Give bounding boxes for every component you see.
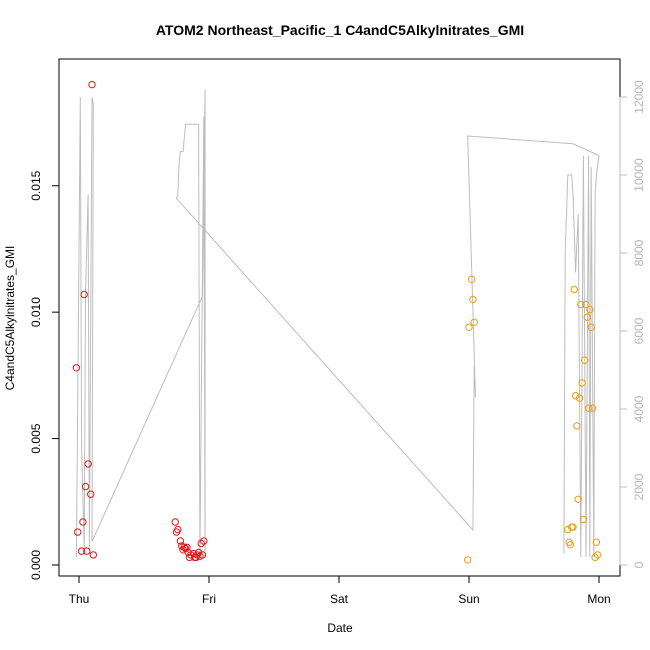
data-point bbox=[469, 295, 477, 304]
y-axis-left: 0.000 0.005 0.010 0.015 bbox=[29, 170, 60, 580]
x-axis: Thu Fri Sat Sun Mon bbox=[69, 575, 611, 606]
y-tick-label: 0.005 bbox=[29, 423, 43, 453]
y2-tick-label: 10000 bbox=[632, 158, 646, 192]
x-tick-label: Sun bbox=[458, 592, 479, 606]
data-point bbox=[180, 543, 189, 551]
data-point bbox=[77, 547, 86, 555]
data-point bbox=[74, 528, 82, 536]
data-point bbox=[470, 318, 478, 326]
data-point bbox=[198, 551, 207, 559]
data-point bbox=[588, 404, 597, 412]
scatter-points bbox=[72, 80, 602, 564]
data-point bbox=[591, 553, 599, 562]
data-point bbox=[586, 305, 594, 314]
data-point bbox=[176, 537, 185, 545]
y2-tick-label: 2000 bbox=[632, 473, 646, 500]
x-tick-label: Sat bbox=[330, 592, 349, 606]
data-point bbox=[571, 391, 580, 400]
y2-tick-label: 12000 bbox=[632, 80, 646, 114]
data-point bbox=[189, 549, 198, 558]
data-point bbox=[594, 551, 602, 559]
data-point bbox=[81, 482, 90, 491]
data-point bbox=[574, 495, 582, 503]
y2-tick-label: 6000 bbox=[632, 317, 646, 344]
data-point bbox=[197, 539, 205, 548]
data-point bbox=[194, 548, 203, 557]
y2-tick-label: 8000 bbox=[632, 239, 646, 266]
y2-tick-label: 0 bbox=[632, 561, 646, 568]
data-point bbox=[87, 490, 95, 498]
data-point bbox=[171, 518, 179, 526]
y-tick-label: 0.000 bbox=[29, 550, 43, 580]
y-tick-label: 0.015 bbox=[29, 170, 43, 200]
data-point bbox=[569, 523, 577, 531]
data-point bbox=[200, 537, 208, 545]
data-point bbox=[88, 80, 96, 89]
secondary-line-series bbox=[75, 89, 600, 558]
x-tick-label: Thu bbox=[69, 592, 90, 606]
data-point bbox=[465, 323, 473, 331]
data-point bbox=[579, 515, 588, 524]
line-series-path bbox=[75, 89, 600, 558]
data-point bbox=[174, 525, 182, 534]
y-axis-right: 0 2000 4000 6000 8000 10000 12000 bbox=[619, 80, 646, 568]
data-point bbox=[566, 541, 575, 549]
data-point bbox=[80, 290, 88, 299]
x-tick-label: Mon bbox=[587, 592, 610, 606]
x-axis-label: Date bbox=[327, 621, 353, 635]
data-point bbox=[575, 394, 584, 402]
data-point bbox=[184, 548, 192, 557]
data-point bbox=[89, 551, 98, 559]
data-point bbox=[578, 379, 586, 387]
data-point bbox=[592, 538, 601, 546]
data-point bbox=[587, 323, 595, 331]
y2-tick-label: 4000 bbox=[632, 395, 646, 422]
data-point bbox=[79, 518, 87, 526]
data-point bbox=[583, 313, 591, 321]
plot-frame bbox=[58, 58, 621, 577]
data-point bbox=[467, 275, 476, 283]
data-point bbox=[464, 556, 472, 564]
chart-title: ATOM2 Northeast_Pacific_1 C4andC5Alkylni… bbox=[156, 22, 524, 38]
data-point bbox=[582, 300, 590, 309]
y-axis-label: C4andC5Alkylnitrates_GMI bbox=[3, 246, 17, 391]
x-tick-label: Fri bbox=[202, 592, 216, 606]
data-point bbox=[584, 404, 593, 412]
y-tick-label: 0.010 bbox=[29, 297, 43, 327]
data-point bbox=[83, 547, 91, 555]
data-point bbox=[573, 422, 581, 430]
data-point bbox=[84, 460, 92, 468]
data-point bbox=[183, 543, 191, 551]
data-point bbox=[570, 285, 578, 294]
data-point bbox=[581, 356, 589, 364]
data-point bbox=[577, 300, 585, 309]
data-point bbox=[181, 544, 190, 553]
data-point bbox=[72, 364, 81, 372]
